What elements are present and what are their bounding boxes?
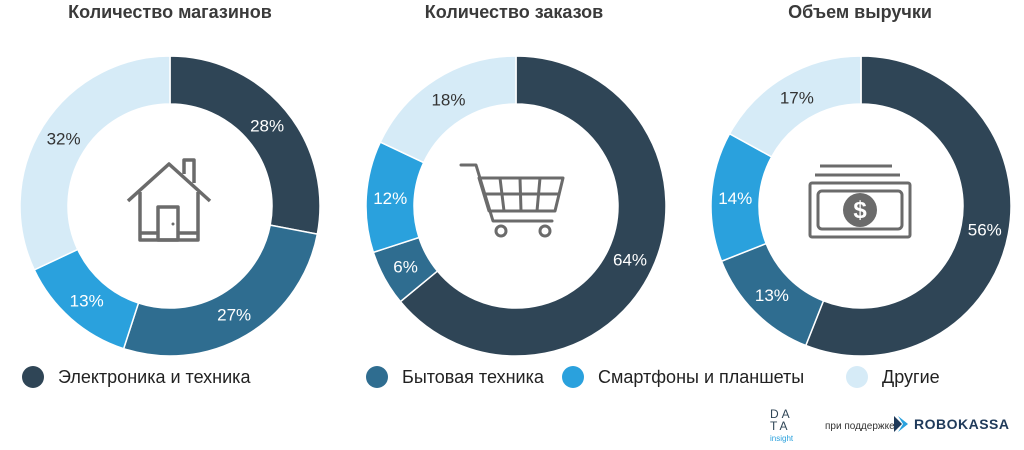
money-icon: $: [808, 164, 912, 239]
legend-item-other: Другие: [846, 366, 940, 388]
legend-label: Электроника и техника: [58, 366, 251, 387]
legend-swatch: [846, 366, 868, 388]
donut-slice: [169, 55, 321, 235]
chart-title-stores: Количество магазинов: [68, 2, 272, 22]
donut-slice: [379, 55, 517, 164]
donut-slice: [122, 224, 319, 357]
slice-label: 56%: [968, 221, 1002, 240]
legend-label: Бытовая техника: [402, 366, 544, 387]
slice-label: 13%: [70, 292, 104, 311]
slice-label: 6%: [393, 258, 418, 277]
legend-swatch: [562, 366, 584, 388]
house-icon: [126, 158, 212, 242]
shopping-cart-icon: [459, 163, 565, 238]
svg-text:$: $: [853, 197, 867, 224]
robokassa-name: ROBOKASSA: [914, 416, 1010, 432]
legend-item-smartphones: Смартфоны и планшеты: [562, 366, 804, 388]
donut-slice: [399, 55, 667, 357]
robokassa-mark-icon: [894, 416, 908, 432]
slice-label: 12%: [373, 189, 407, 208]
chart-title-orders: Количество заказов: [424, 2, 604, 22]
robokassa-logo: ROBOKASSA: [892, 414, 1010, 434]
legend-item-electronics: Электроника и техника: [22, 366, 250, 388]
donut-orders: 64% 6% 12% 18%: [365, 55, 667, 357]
legend-label: Смартфоны и планшеты: [598, 366, 805, 387]
slice-label: 64%: [613, 251, 647, 270]
slice-label: 13%: [755, 286, 789, 305]
legend-swatch: [366, 366, 388, 388]
chart-legend: Электроника и техника Бытовая техника См…: [0, 366, 1024, 396]
donut-charts: 28% 27% 13% 32% 64% 6% 12% 18% 56% 13% 14% 17% $: [19, 55, 1012, 357]
slice-label: 28%: [250, 117, 284, 136]
donut-slice: [19, 55, 171, 271]
slice-label: 14%: [718, 189, 752, 208]
logo-line-2: TA: [770, 419, 791, 433]
chart-title-revenue: Объем выручки: [788, 2, 932, 22]
slice-label: 27%: [217, 305, 251, 324]
logo-sub: insight: [770, 434, 794, 443]
legend-label: Другие: [882, 366, 940, 387]
donut-slice: [728, 55, 862, 158]
slice-label: 32%: [47, 129, 81, 148]
legend-swatch: [22, 366, 44, 388]
logo-line-1: DA: [770, 407, 793, 421]
footer-branding: DA TA insight при поддержке ROBOKASSA: [770, 408, 1020, 448]
data-insight-logo: DA TA insight: [770, 408, 810, 445]
donut-stores: 28% 27% 13% 32%: [19, 55, 321, 357]
donut-slice: [804, 55, 1012, 357]
legend-item-appliances: Бытовая техника: [366, 366, 544, 388]
donut-revenue: 56% 13% 14% 17%: [710, 55, 1012, 357]
slice-label: 17%: [780, 89, 814, 108]
slice-label: 18%: [431, 91, 465, 110]
support-text: при поддержке: [825, 421, 895, 432]
